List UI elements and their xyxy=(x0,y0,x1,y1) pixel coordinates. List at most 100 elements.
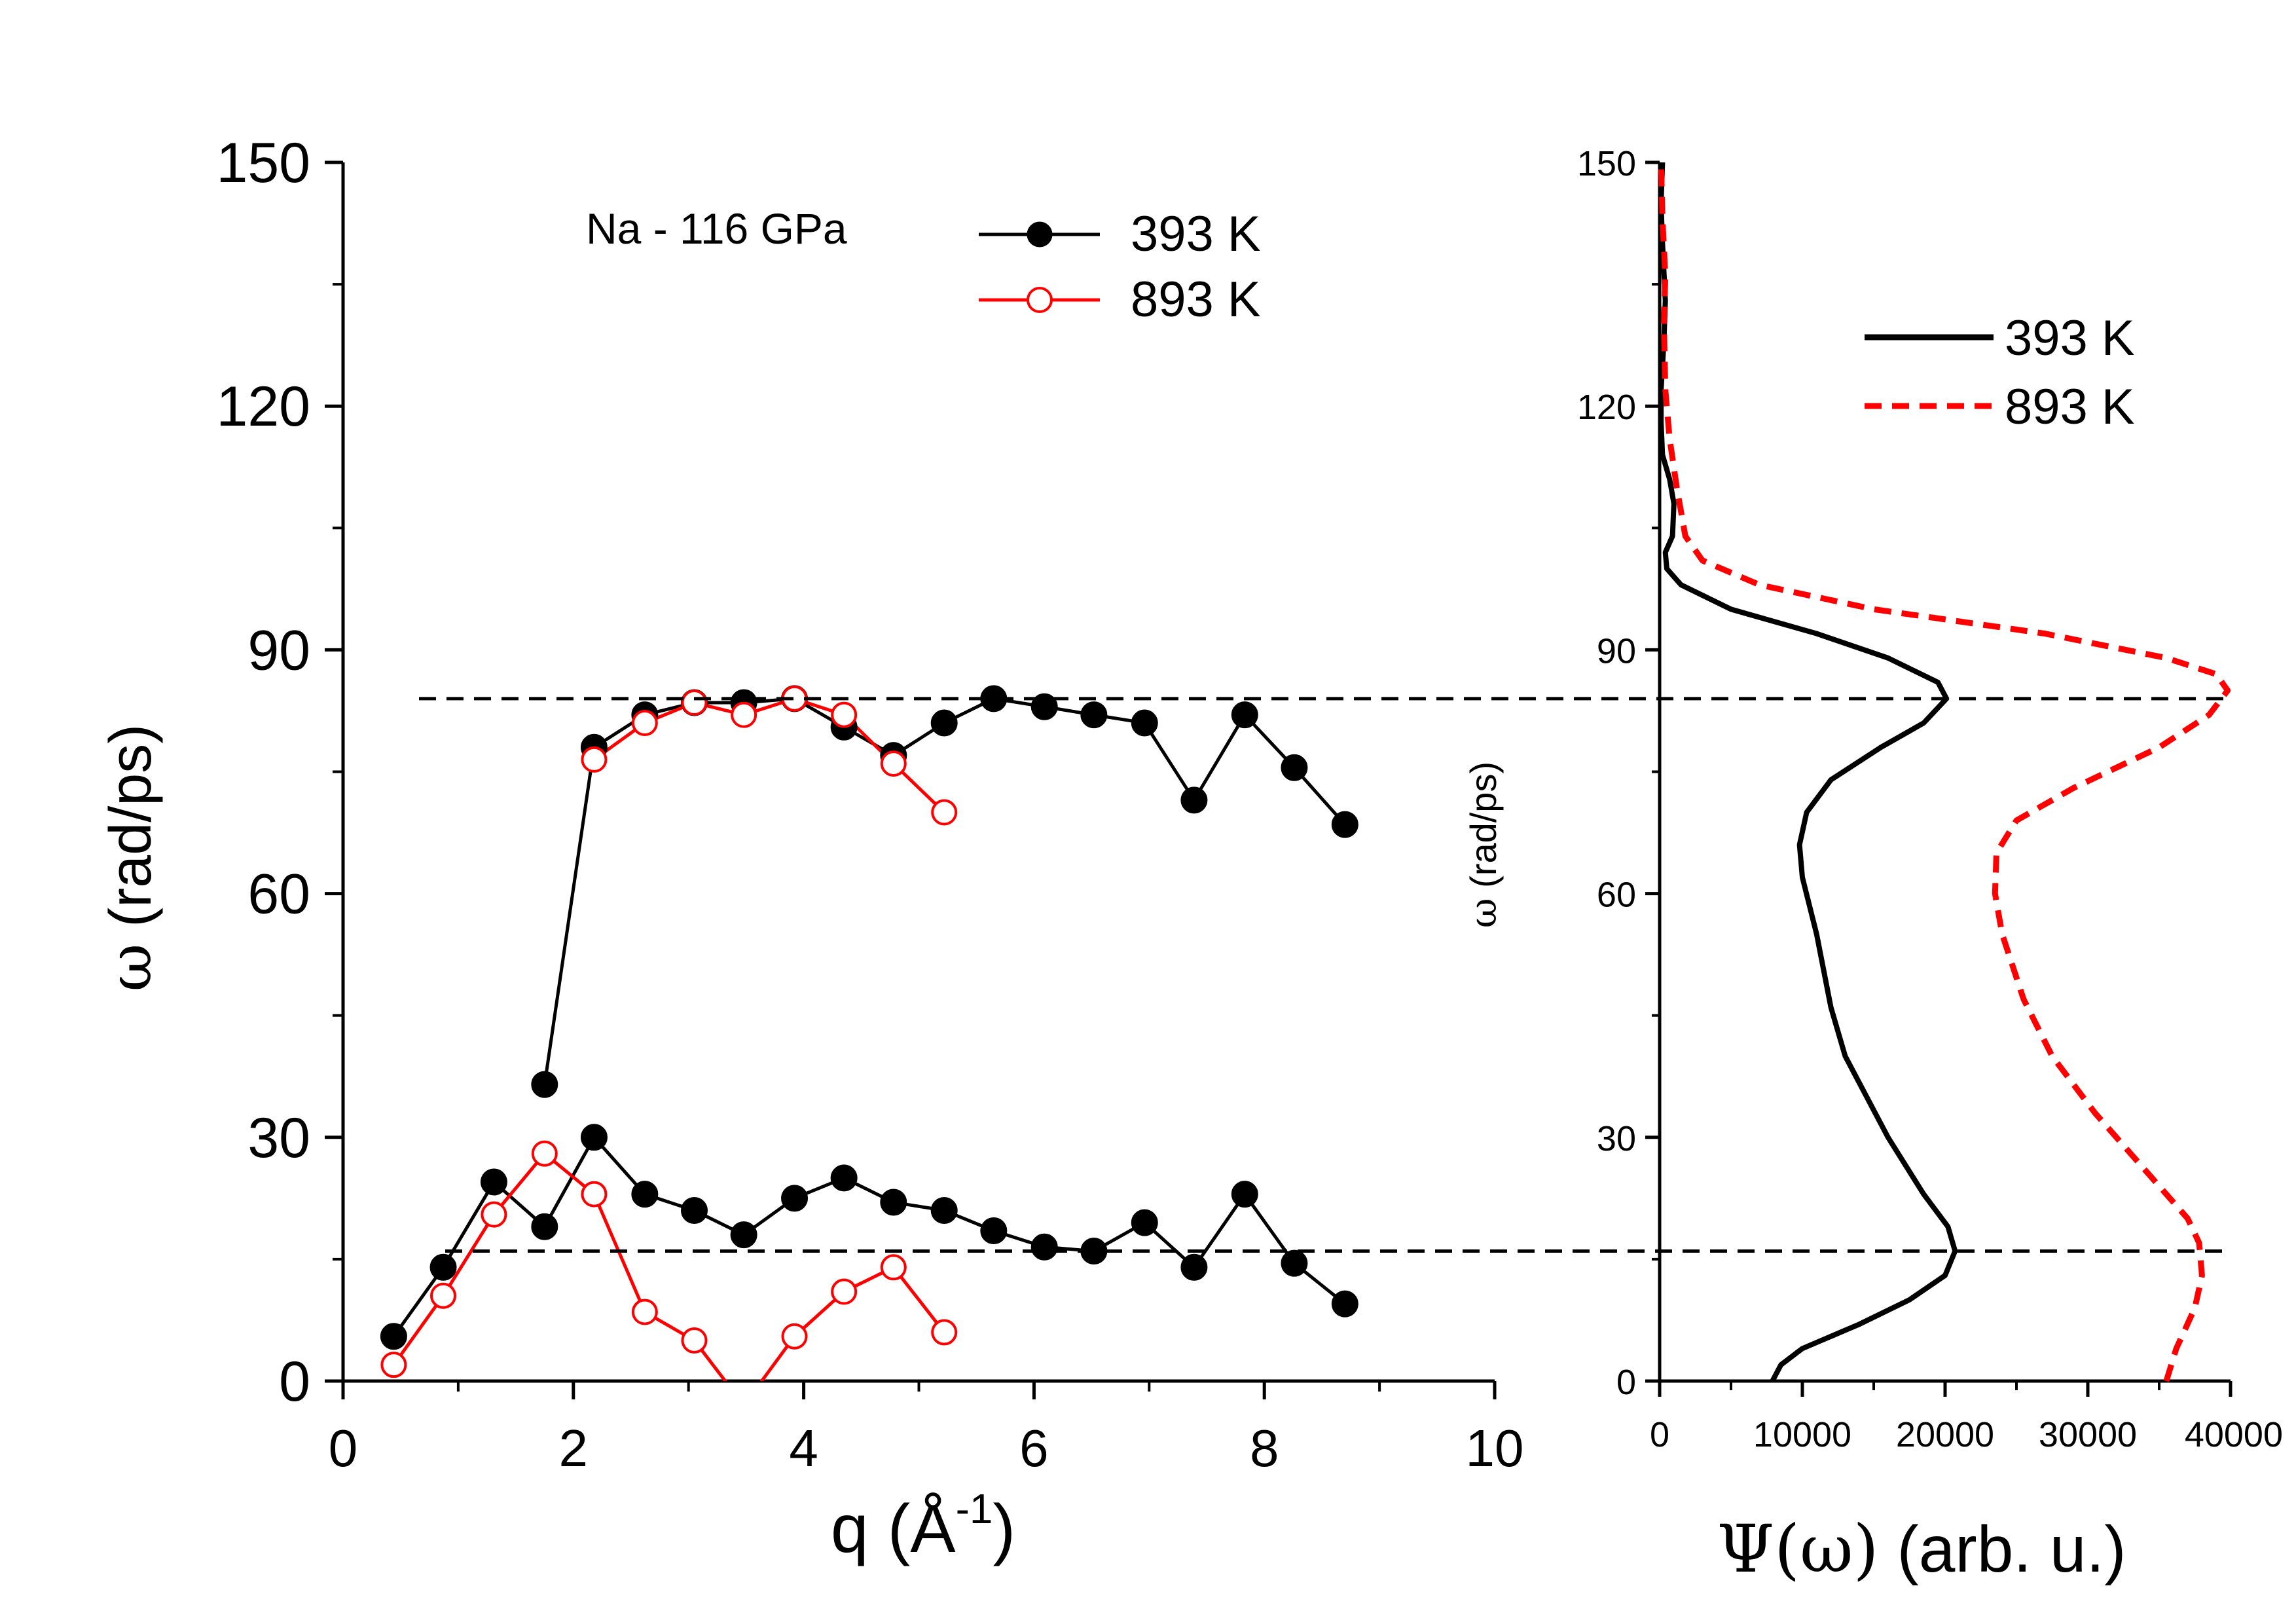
reference-lines xyxy=(419,697,2226,1253)
y-axis-title-unit: (rad/ps) xyxy=(98,724,164,944)
right-x-tick-label: 10000 xyxy=(1753,1415,1851,1454)
data-point-393-k xyxy=(1080,701,1108,729)
data-point-893-k xyxy=(531,1140,558,1167)
left-y-tick-label: 60 xyxy=(247,863,310,926)
y-axis-title-right-unit: (rad/ps) xyxy=(1463,762,1504,898)
right-x-tick-label: 0 xyxy=(1650,1415,1669,1454)
data-point-393-k xyxy=(531,1071,558,1098)
right-x-tick-label: 40000 xyxy=(2185,1415,2283,1454)
legend-marker-393-k xyxy=(1027,221,1053,248)
data-point-393-k xyxy=(480,1168,507,1196)
data-point-893-k xyxy=(831,701,858,728)
data-point-393-k xyxy=(781,1185,809,1212)
left-x-tick-label: 4 xyxy=(789,1419,818,1477)
left-y-tick-label: 0 xyxy=(279,1350,310,1413)
data-point-893-k xyxy=(430,1282,457,1309)
right-legend: 393 K 893 K xyxy=(1865,310,2135,435)
left-x-tick-label: 0 xyxy=(329,1419,358,1477)
left-y-tick-label: 90 xyxy=(247,619,310,682)
left-y-tick-label: 30 xyxy=(247,1107,310,1170)
data-point-893-k xyxy=(581,1181,608,1208)
data-point-393-k xyxy=(1131,1209,1158,1236)
right-y-tick-label: 90 xyxy=(1597,631,1636,671)
data-point-893-k xyxy=(931,1319,958,1346)
data-point-893-k xyxy=(781,1323,808,1350)
data-point-393-k xyxy=(680,1196,708,1224)
left-y-tick-label: 120 xyxy=(217,375,311,438)
data-point-393-k xyxy=(531,1213,558,1240)
right-x-tick-label: 30000 xyxy=(2039,1415,2137,1454)
y-axis-title-omega: ω (rad/ps) xyxy=(96,724,165,991)
data-point-893-k xyxy=(831,1278,858,1305)
right-y-tick-label: 0 xyxy=(1616,1363,1636,1402)
dos-curve-393-k xyxy=(1658,162,1958,1382)
data-point-893-k xyxy=(880,1254,907,1281)
data-point-393-k xyxy=(980,1217,1008,1244)
data-point-393-k xyxy=(830,1164,858,1192)
x-axis-title-q: q (Å-1) xyxy=(831,1485,1015,1567)
legend-label-393-k: 393 K xyxy=(1131,206,1261,262)
data-point-393-k xyxy=(930,709,958,737)
x-axis-title-superscript: -1 xyxy=(956,1485,993,1532)
x-axis-title-psi-symbol: Ψ(ω) xyxy=(1717,1511,1878,1587)
data-point-393-k xyxy=(429,1253,457,1281)
right-y-tick-label: 150 xyxy=(1577,144,1636,183)
data-point-393-k xyxy=(1180,786,1208,814)
x-axis-title-psi-unit: (arb. u.) xyxy=(1879,1513,2126,1586)
left-legend: 393 K 893 K xyxy=(979,206,1261,327)
data-point-393-k xyxy=(1281,1249,1308,1277)
data-point-393-k xyxy=(1281,754,1308,781)
right-y-tick-label: 120 xyxy=(1577,388,1636,427)
data-point-393-k xyxy=(580,1124,608,1151)
data-point-893-k xyxy=(880,750,907,777)
series-line-393-k-branch-1 xyxy=(543,697,1347,1085)
left-x-tick-label: 10 xyxy=(1466,1419,1524,1477)
legend-label-893-k: 893 K xyxy=(1131,272,1261,327)
data-point-393-k xyxy=(880,1189,907,1216)
right-panel: Ψ(ω) (arb. u.) ω (rad/ps) 0 10000 20000 300… xyxy=(1463,144,2283,1587)
legend-label-dos-893-k: 893 K xyxy=(2005,379,2135,435)
data-point-393-k xyxy=(930,1196,958,1224)
data-point-893-k xyxy=(681,690,708,716)
dos-curve-893-k xyxy=(1658,162,2231,1382)
data-point-393-k xyxy=(1231,701,1258,729)
data-point-393-k xyxy=(1180,1253,1208,1281)
data-point-893-k xyxy=(681,1327,708,1354)
left-x-tick-label: 2 xyxy=(559,1419,589,1477)
x-axis-title-main: q (Å xyxy=(831,1491,956,1567)
left-x-tick-label: 6 xyxy=(1019,1419,1049,1477)
data-point-893-k xyxy=(931,799,958,826)
data-point-393-k xyxy=(631,1181,659,1208)
data-point-893-k xyxy=(380,1352,407,1378)
legend-label-dos-393-k: 393 K xyxy=(2005,310,2135,366)
data-point-393-k xyxy=(380,1323,407,1350)
left-data-group xyxy=(380,685,1358,1417)
y-axis-title-symbol: ω xyxy=(96,944,165,991)
right-x-tick-label: 20000 xyxy=(1896,1415,1994,1454)
left-panel: Na - 116 GPa q (Å-1) ω (rad/ps) 0 2 4 6 8 10 0… xyxy=(96,132,1523,1567)
data-point-393-k xyxy=(730,1221,757,1249)
data-point-393-k xyxy=(1331,1290,1358,1318)
right-y-tick-label: 30 xyxy=(1597,1119,1636,1158)
legend-marker-893-k xyxy=(1027,287,1053,313)
data-point-393-k xyxy=(1030,693,1058,720)
data-point-893-k xyxy=(481,1201,507,1228)
data-point-893-k xyxy=(732,1393,756,1417)
left-x-tick-label: 8 xyxy=(1250,1419,1279,1477)
data-point-893-k xyxy=(581,746,608,773)
annotation-na-116-gpa: Na - 116 GPa xyxy=(586,204,847,253)
x-axis-title-close: ) xyxy=(993,1491,1016,1567)
y-axis-title-omega-right: ω (rad/ps) xyxy=(1463,762,1505,928)
series-line-893-k-branch-2 xyxy=(392,1151,946,1381)
right-y-tick-label: 60 xyxy=(1597,876,1636,915)
data-point-393-k xyxy=(1030,1233,1058,1261)
data-point-393-k xyxy=(1331,811,1358,838)
data-point-393-k xyxy=(1231,1181,1258,1208)
data-point-893-k xyxy=(731,701,757,728)
left-y-tick-label: 150 xyxy=(217,132,311,194)
y-axis-title-right-symbol: ω xyxy=(1463,898,1505,928)
data-point-393-k xyxy=(1131,709,1158,737)
data-point-893-k xyxy=(631,1299,658,1325)
x-axis-title-psi: Ψ(ω) (arb. u.) xyxy=(1717,1511,2126,1587)
